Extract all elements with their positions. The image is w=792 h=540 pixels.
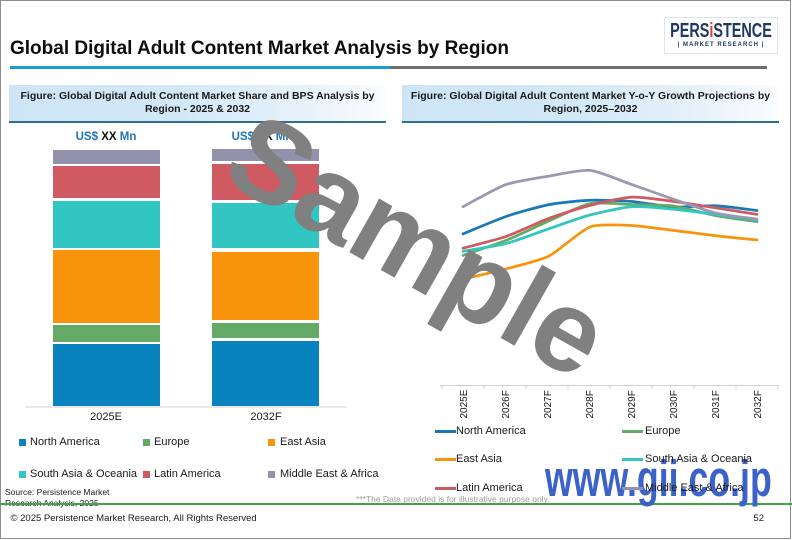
svg-text:2030F: 2030F — [669, 390, 680, 418]
svg-text:2032F: 2032F — [753, 390, 764, 418]
svg-text:2027F: 2027F — [543, 390, 554, 418]
svg-text:2026F: 2026F — [501, 390, 512, 418]
svg-text:2031F: 2031F — [711, 390, 722, 418]
svg-text:2028F: 2028F — [585, 390, 596, 418]
svg-text:2029F: 2029F — [627, 390, 638, 418]
svg-text:2025E: 2025E — [459, 389, 470, 418]
